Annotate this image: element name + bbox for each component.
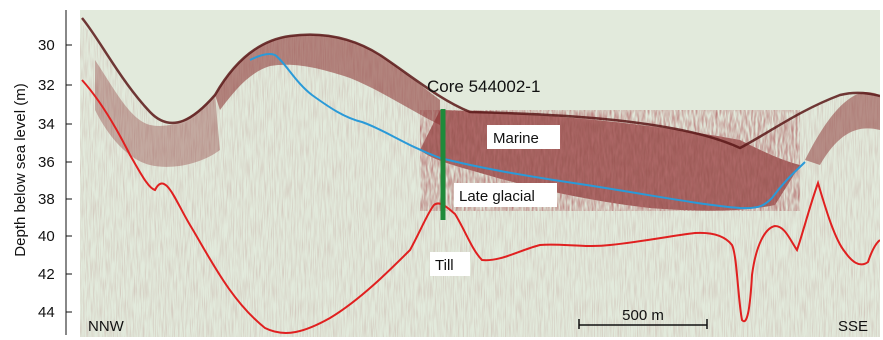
till-top-line (81, 79, 880, 334)
late-glacial-label: Late glacial (459, 188, 535, 205)
y-tick-label: 32 (38, 77, 55, 94)
marine-label: Marine (493, 130, 539, 147)
late-glacial-label-box (454, 183, 557, 207)
y-tick-label: 36 (38, 154, 55, 171)
scale-bar: 500 m (578, 307, 708, 329)
y-tick-label: 30 (38, 37, 55, 54)
y-axis-ticks (66, 44, 72, 313)
direction-right-label: SSE (838, 318, 868, 335)
core-label: Core 544002-1 (427, 77, 540, 96)
marine-base-line (249, 52, 806, 210)
y-tick-label: 38 (38, 191, 55, 208)
till-label: Till (435, 257, 454, 274)
seafloor-reflector (80, 10, 880, 150)
direction-left-label: NNW (88, 318, 125, 335)
till-label-box (430, 252, 470, 276)
y-axis-tick-labels: 30 32 34 36 38 40 42 44 (38, 37, 55, 321)
y-tick-label: 34 (38, 116, 55, 133)
y-tick-label: 42 (38, 266, 55, 283)
hill-reflector-band (215, 34, 440, 125)
y-tick-label: 44 (38, 304, 55, 321)
y-tick-label: 40 (38, 228, 55, 245)
seafloor-line (81, 17, 880, 150)
scale-bar-label: 500 m (622, 307, 664, 324)
marine-label-box (487, 125, 560, 149)
right-reflector-band (805, 92, 880, 165)
left-reflector-band (95, 60, 220, 167)
y-axis-title: Depth below sea level (m) (12, 83, 29, 256)
